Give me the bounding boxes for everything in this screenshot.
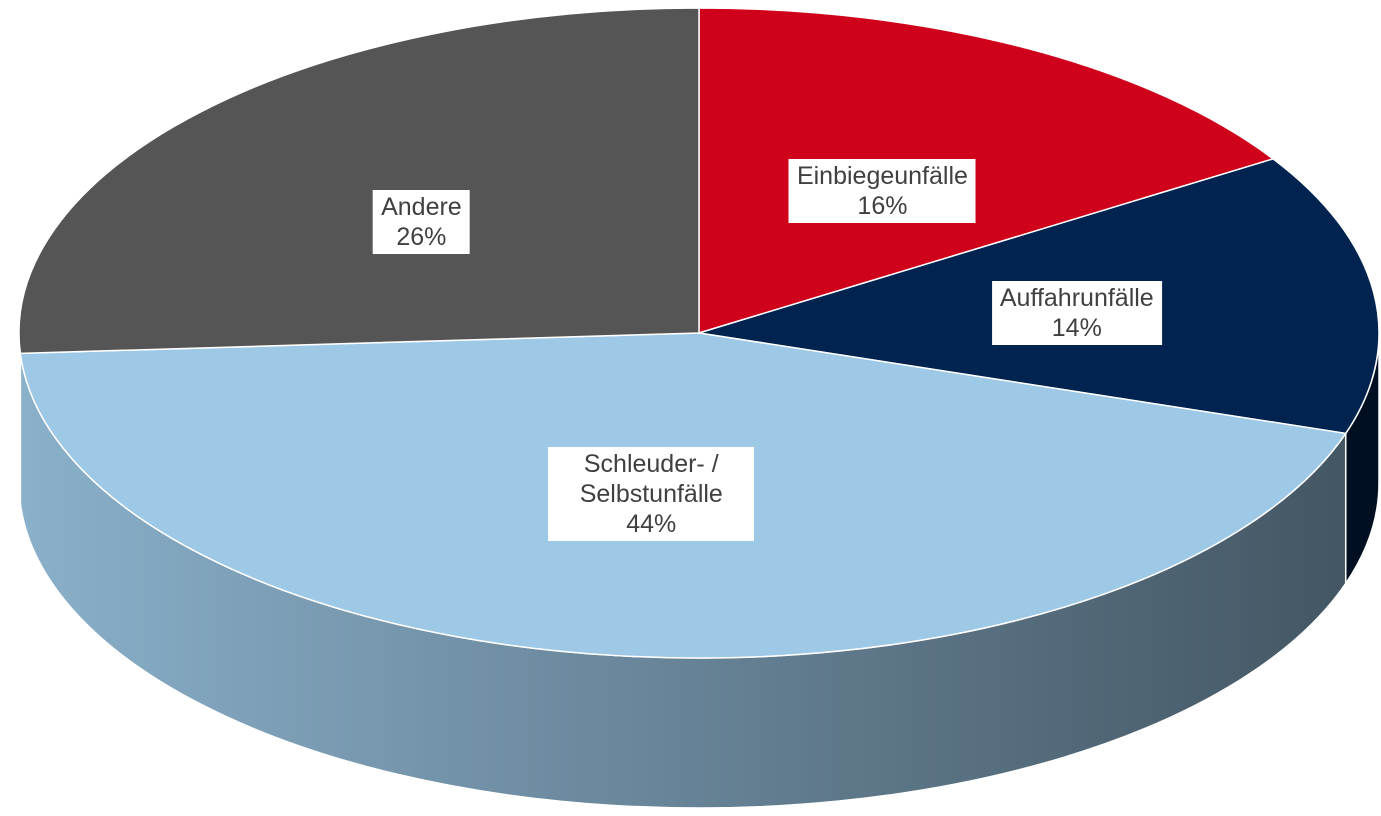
category-label: Einbiegeunfälle — [796, 161, 968, 190]
category-label: Andere — [381, 192, 462, 221]
slice-side — [18, 332, 22, 504]
value-label: 16% — [857, 191, 908, 220]
slice — [18, 7, 700, 355]
value-label: 26% — [396, 222, 447, 251]
data-label: Einbiegeunfälle 16% — [788, 158, 976, 223]
data-label: Auffahrunfälle 14% — [991, 280, 1162, 345]
value-label: 44% — [626, 510, 677, 539]
data-label: Schleuder- / Selbstunfälle 44% — [548, 447, 755, 542]
slice — [698, 7, 1275, 335]
data-label: Andere 26% — [373, 189, 470, 254]
category-label: Auffahrunfälle — [999, 283, 1154, 312]
category-label: Schleuder- / Selbstunfälle — [579, 450, 723, 509]
value-label: 14% — [1051, 313, 1102, 342]
